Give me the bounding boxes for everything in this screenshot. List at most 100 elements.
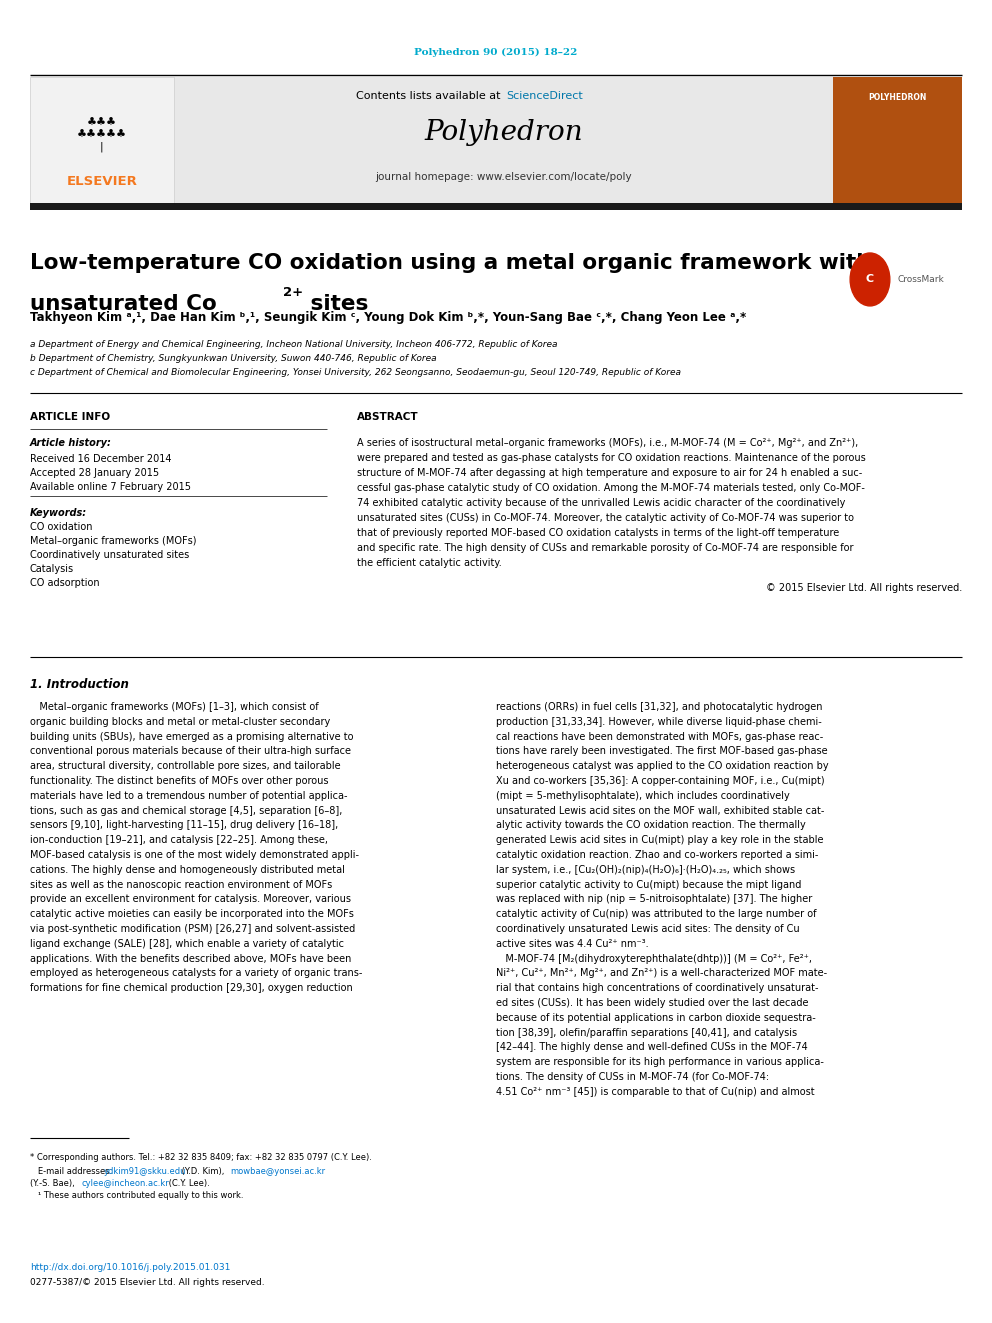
- Text: production [31,33,34]. However, while diverse liquid-phase chemi-: production [31,33,34]. However, while di…: [496, 717, 821, 726]
- Text: functionality. The distinct benefits of MOFs over other porous: functionality. The distinct benefits of …: [30, 777, 328, 786]
- Text: Polyhedron 90 (2015) 18–22: Polyhedron 90 (2015) 18–22: [415, 48, 577, 57]
- Text: A series of isostructural metal–organic frameworks (MOFs), i.e., M-MOF-74 (M = C: A series of isostructural metal–organic …: [357, 438, 858, 448]
- Text: active sites was 4.4 Cu²⁺ nm⁻³.: active sites was 4.4 Cu²⁺ nm⁻³.: [496, 939, 649, 949]
- Text: 74 exhibited catalytic activity because of the unrivalled Lewis acidic character: 74 exhibited catalytic activity because …: [357, 497, 845, 508]
- FancyBboxPatch shape: [833, 77, 962, 202]
- Text: sensors [9,10], light-harvesting [11–15], drug delivery [16–18],: sensors [9,10], light-harvesting [11–15]…: [30, 820, 338, 831]
- Text: sites: sites: [303, 294, 368, 314]
- Text: cessful gas-phase catalytic study of CO oxidation. Among the M-MOF-74 materials : cessful gas-phase catalytic study of CO …: [357, 483, 865, 493]
- Text: cations. The highly dense and homogeneously distributed metal: cations. The highly dense and homogeneou…: [30, 865, 344, 875]
- Text: ELSEVIER: ELSEVIER: [66, 176, 138, 188]
- Text: the efficient catalytic activity.: the efficient catalytic activity.: [357, 558, 502, 568]
- Text: CO adsorption: CO adsorption: [30, 578, 99, 587]
- Text: Article history:: Article history:: [30, 438, 112, 448]
- Text: coordinatively unsaturated Lewis acid sites: The density of Cu: coordinatively unsaturated Lewis acid si…: [496, 923, 800, 934]
- Text: building units (SBUs), have emerged as a promising alternative to: building units (SBUs), have emerged as a…: [30, 732, 353, 742]
- Text: CO oxidation: CO oxidation: [30, 523, 92, 532]
- Text: conventional porous materials because of their ultra-high surface: conventional porous materials because of…: [30, 746, 351, 757]
- Text: ARTICLE INFO: ARTICLE INFO: [30, 411, 110, 422]
- Text: Contents lists available at: Contents lists available at: [356, 91, 504, 101]
- Text: ♣♣♣
♣♣♣♣♣
  |: ♣♣♣ ♣♣♣♣♣ |: [77, 118, 127, 152]
- Text: 4.51 Co²⁺ nm⁻³ [45]) is comparable to that of Cu(nip) and almost: 4.51 Co²⁺ nm⁻³ [45]) is comparable to th…: [496, 1086, 814, 1097]
- Text: ydkim91@skku.edu: ydkim91@skku.edu: [104, 1167, 186, 1176]
- Text: Xu and co-workers [35,36]: A copper-containing MOF, i.e., Cu(mipt): Xu and co-workers [35,36]: A copper-cont…: [496, 777, 824, 786]
- Text: Catalysis: Catalysis: [30, 564, 73, 574]
- Text: a Department of Energy and Chemical Engineering, Incheon National University, In: a Department of Energy and Chemical Engi…: [30, 340, 558, 349]
- Text: Takhyeon Kim ᵃ,¹, Dae Han Kim ᵇ,¹, Seungik Kim ᶜ, Young Dok Kim ᵇ,*, Youn-Sang B: Takhyeon Kim ᵃ,¹, Dae Han Kim ᵇ,¹, Seung…: [30, 311, 746, 324]
- Text: ABSTRACT: ABSTRACT: [357, 411, 419, 422]
- Text: ¹ These authors contributed equally to this work.: ¹ These authors contributed equally to t…: [30, 1191, 243, 1200]
- Text: catalytic oxidation reaction. Zhao and co-workers reported a simi-: catalytic oxidation reaction. Zhao and c…: [496, 849, 818, 860]
- Text: tion [38,39], olefin/paraffin separations [40,41], and catalysis: tion [38,39], olefin/paraffin separation…: [496, 1028, 798, 1037]
- Text: Ni²⁺, Cu²⁺, Mn²⁺, Mg²⁺, and Zn²⁺) is a well-characterized MOF mate-: Ni²⁺, Cu²⁺, Mn²⁺, Mg²⁺, and Zn²⁺) is a w…: [496, 968, 827, 979]
- Text: CrossMark: CrossMark: [898, 275, 944, 284]
- Circle shape: [850, 253, 890, 306]
- Text: * Corresponding authors. Tel.: +82 32 835 8409; fax: +82 32 835 0797 (C.Y. Lee).: * Corresponding authors. Tel.: +82 32 83…: [30, 1154, 372, 1162]
- Text: ligand exchange (SALE) [28], which enable a variety of catalytic: ligand exchange (SALE) [28], which enabl…: [30, 939, 344, 949]
- Text: 1. Introduction: 1. Introduction: [30, 677, 129, 691]
- Text: was replaced with nip (nip = 5-nitroisophtalate) [37]. The higher: was replaced with nip (nip = 5-nitroisop…: [496, 894, 812, 905]
- Text: 0277-5387/© 2015 Elsevier Ltd. All rights reserved.: 0277-5387/© 2015 Elsevier Ltd. All right…: [30, 1278, 265, 1287]
- Text: Received 16 December 2014: Received 16 December 2014: [30, 454, 172, 464]
- Text: (C.Y. Lee).: (C.Y. Lee).: [166, 1179, 209, 1188]
- Text: tions have rarely been investigated. The first MOF-based gas-phase: tions have rarely been investigated. The…: [496, 746, 827, 757]
- Text: ed sites (CUSs). It has been widely studied over the last decade: ed sites (CUSs). It has been widely stud…: [496, 998, 808, 1008]
- Text: E-mail addresses:: E-mail addresses:: [30, 1167, 115, 1176]
- Text: applications. With the benefits described above, MOFs have been: applications. With the benefits describe…: [30, 954, 351, 963]
- Text: area, structural diversity, controllable pore sizes, and tailorable: area, structural diversity, controllable…: [30, 761, 340, 771]
- Text: (Y.D. Kim),: (Y.D. Kim),: [179, 1167, 229, 1176]
- Text: ion-conduction [19–21], and catalysis [22–25]. Among these,: ion-conduction [19–21], and catalysis [2…: [30, 835, 327, 845]
- Text: materials have led to a tremendous number of potential applica-: materials have led to a tremendous numbe…: [30, 791, 347, 800]
- Text: sites as well as the nanoscopic reaction environment of MOFs: sites as well as the nanoscopic reaction…: [30, 880, 332, 889]
- Text: Coordinatively unsaturated sites: Coordinatively unsaturated sites: [30, 550, 189, 560]
- Text: via post-synthetic modification (PSM) [26,27] and solvent-assisted: via post-synthetic modification (PSM) [2…: [30, 923, 355, 934]
- Text: tions. The density of CUSs in M-MOF-74 (for Co-MOF-74:: tions. The density of CUSs in M-MOF-74 (…: [496, 1072, 769, 1082]
- Text: superior catalytic activity to Cu(mipt) because the mipt ligand: superior catalytic activity to Cu(mipt) …: [496, 880, 802, 889]
- Text: ScienceDirect: ScienceDirect: [506, 91, 582, 101]
- Text: 2+: 2+: [283, 286, 303, 299]
- Text: Metal–organic frameworks (MOFs): Metal–organic frameworks (MOFs): [30, 536, 196, 546]
- Text: unsaturated sites (CUSs) in Co-MOF-74. Moreover, the catalytic activity of Co-MO: unsaturated sites (CUSs) in Co-MOF-74. M…: [357, 513, 854, 523]
- Text: Metal–organic frameworks (MOFs) [1–3], which consist of: Metal–organic frameworks (MOFs) [1–3], w…: [30, 703, 318, 712]
- Text: cal reactions have been demonstrated with MOFs, gas-phase reac-: cal reactions have been demonstrated wit…: [496, 732, 823, 742]
- Text: cylee@incheon.ac.kr: cylee@incheon.ac.kr: [81, 1179, 169, 1188]
- Text: employed as heterogeneous catalysts for a variety of organic trans-: employed as heterogeneous catalysts for …: [30, 968, 362, 979]
- Text: Low-temperature CO oxidation using a metal organic framework with: Low-temperature CO oxidation using a met…: [30, 253, 871, 273]
- Text: catalytic activity of Cu(nip) was attributed to the large number of: catalytic activity of Cu(nip) was attrib…: [496, 909, 816, 919]
- Text: lar system, i.e., [Cu₂(OH)₂(nip)₄(H₂O)₆]·(H₂O)₄.₂₅, which shows: lar system, i.e., [Cu₂(OH)₂(nip)₄(H₂O)₆]…: [496, 865, 796, 875]
- Text: http://dx.doi.org/10.1016/j.poly.2015.01.031: http://dx.doi.org/10.1016/j.poly.2015.01…: [30, 1263, 230, 1271]
- Text: C: C: [866, 274, 874, 284]
- Text: tions, such as gas and chemical storage [4,5], separation [6–8],: tions, such as gas and chemical storage …: [30, 806, 342, 815]
- Bar: [30, 202, 962, 210]
- Text: and specific rate. The high density of CUSs and remarkable porosity of Co-MOF-74: and specific rate. The high density of C…: [357, 542, 854, 553]
- Text: that of previously reported MOF-based CO oxidation catalysts in terms of the lig: that of previously reported MOF-based CO…: [357, 528, 839, 538]
- Text: Available online 7 February 2015: Available online 7 February 2015: [30, 482, 190, 492]
- Text: rial that contains high concentrations of coordinatively unsaturat-: rial that contains high concentrations o…: [496, 983, 818, 994]
- Text: Polyhedron: Polyhedron: [425, 119, 583, 147]
- Text: mowbae@yonsei.ac.kr: mowbae@yonsei.ac.kr: [230, 1167, 325, 1176]
- Text: MOF-based catalysis is one of the most widely demonstrated appli-: MOF-based catalysis is one of the most w…: [30, 849, 359, 860]
- Text: journal homepage: www.elsevier.com/locate/poly: journal homepage: www.elsevier.com/locat…: [376, 172, 632, 183]
- Text: (mipt = 5-methylisophtalate), which includes coordinatively: (mipt = 5-methylisophtalate), which incl…: [496, 791, 790, 800]
- Text: unsaturated Lewis acid sites on the MOF wall, exhibited stable cat-: unsaturated Lewis acid sites on the MOF …: [496, 806, 824, 815]
- Text: provide an excellent environment for catalysis. Moreover, various: provide an excellent environment for cat…: [30, 894, 351, 905]
- Text: c Department of Chemical and Biomolecular Engineering, Yonsei University, 262 Se: c Department of Chemical and Biomolecula…: [30, 368, 681, 377]
- Text: catalytic active moieties can easily be incorporated into the MOFs: catalytic active moieties can easily be …: [30, 909, 353, 919]
- FancyBboxPatch shape: [174, 77, 833, 202]
- Text: alytic activity towards the CO oxidation reaction. The thermally: alytic activity towards the CO oxidation…: [496, 820, 806, 831]
- Text: generated Lewis acid sites in Cu(mipt) play a key role in the stable: generated Lewis acid sites in Cu(mipt) p…: [496, 835, 823, 845]
- Text: organic building blocks and metal or metal-cluster secondary: organic building blocks and metal or met…: [30, 717, 330, 726]
- Text: because of its potential applications in carbon dioxide sequestra-: because of its potential applications in…: [496, 1013, 815, 1023]
- Text: unsaturated Co: unsaturated Co: [30, 294, 216, 314]
- Text: Accepted 28 January 2015: Accepted 28 January 2015: [30, 468, 159, 478]
- Text: [42–44]. The highly dense and well-defined CUSs in the MOF-74: [42–44]. The highly dense and well-defin…: [496, 1043, 807, 1052]
- Text: were prepared and tested as gas-phase catalysts for CO oxidation reactions. Main: were prepared and tested as gas-phase ca…: [357, 452, 866, 463]
- Text: structure of M-MOF-74 after degassing at high temperature and exposure to air fo: structure of M-MOF-74 after degassing at…: [357, 468, 862, 478]
- Text: Keywords:: Keywords:: [30, 508, 87, 519]
- Text: heterogeneous catalyst was applied to the CO oxidation reaction by: heterogeneous catalyst was applied to th…: [496, 761, 828, 771]
- Text: M-MOF-74 [M₂(dihydroxyterephthalate(dhtp))] (M = Co²⁺, Fe²⁺,: M-MOF-74 [M₂(dihydroxyterephthalate(dhtp…: [496, 954, 812, 963]
- Text: reactions (ORRs) in fuel cells [31,32], and photocatalytic hydrogen: reactions (ORRs) in fuel cells [31,32], …: [496, 703, 822, 712]
- FancyBboxPatch shape: [30, 77, 174, 202]
- Text: © 2015 Elsevier Ltd. All rights reserved.: © 2015 Elsevier Ltd. All rights reserved…: [766, 583, 962, 593]
- Text: system are responsible for its high performance in various applica-: system are responsible for its high perf…: [496, 1057, 824, 1068]
